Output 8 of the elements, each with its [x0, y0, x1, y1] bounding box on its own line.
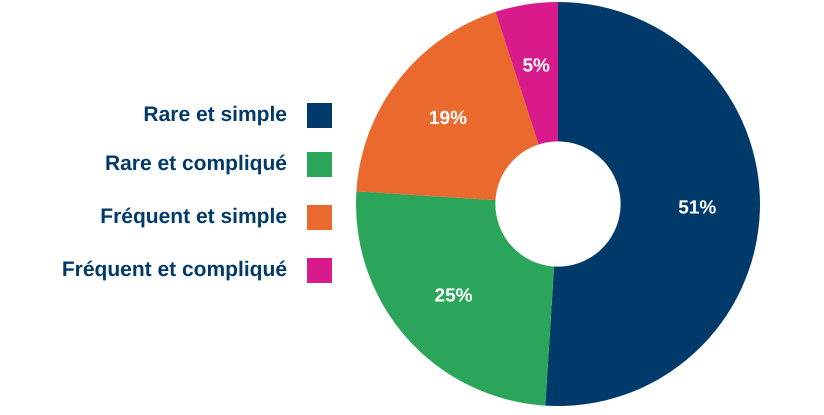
legend-label: Fréquent et compliqué	[62, 258, 287, 282]
legend-label: Rare et compliqué	[104, 152, 287, 176]
data-label: 51%	[678, 198, 716, 219]
data-label: 19%	[428, 108, 468, 129]
legend-label: Rare et simple	[143, 103, 287, 127]
data-label: 5%	[522, 56, 550, 77]
data-label: 25%	[434, 285, 473, 306]
legend-label: Fréquent et simple	[100, 205, 287, 229]
